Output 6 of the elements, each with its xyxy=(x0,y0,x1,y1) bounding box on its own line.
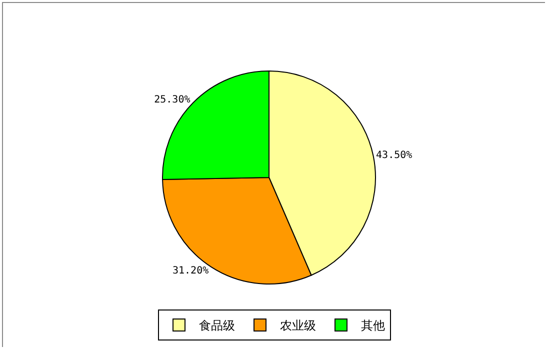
legend-label: 其他 xyxy=(361,318,385,333)
data-label: 43.50% xyxy=(376,150,412,162)
legend-label: 农业级 xyxy=(280,318,316,333)
legend-label: 食品级 xyxy=(199,318,235,333)
data-label: 25.30% xyxy=(154,94,190,106)
data-label: 31.20% xyxy=(172,265,209,276)
